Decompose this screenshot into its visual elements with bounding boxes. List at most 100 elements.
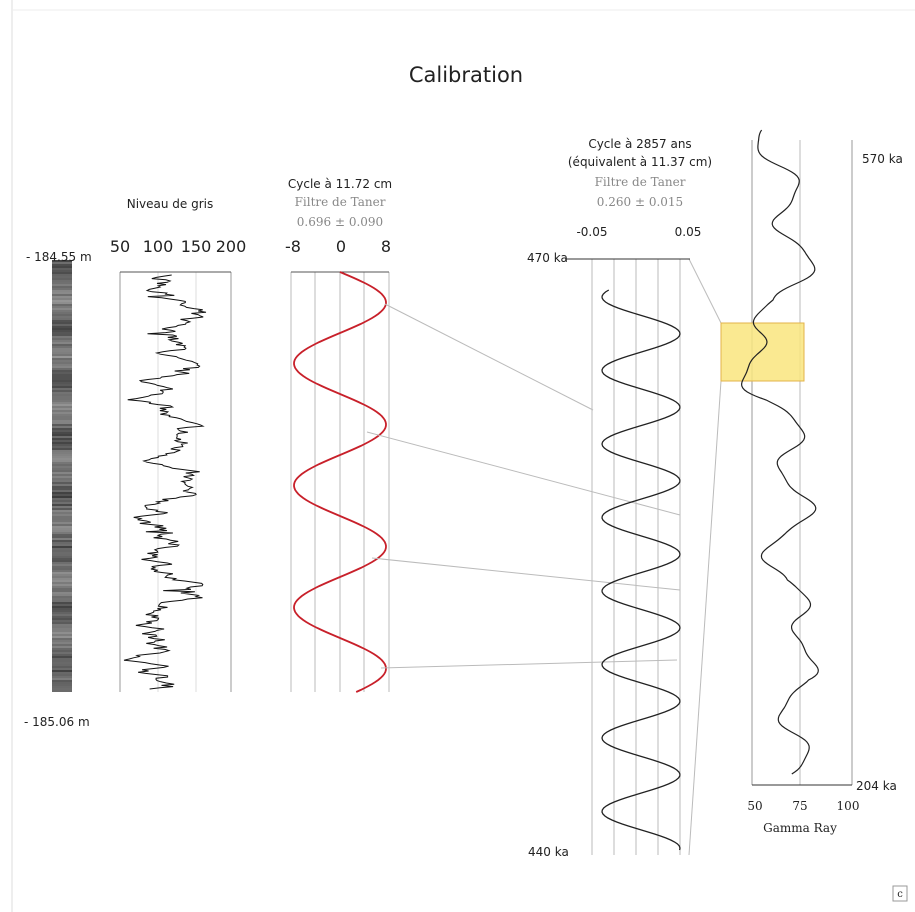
core-stripe bbox=[52, 414, 72, 416]
core-stripe bbox=[52, 536, 72, 538]
core-stripe bbox=[52, 456, 72, 458]
core-stripe bbox=[52, 358, 72, 360]
core-stripe bbox=[52, 340, 72, 342]
highlight bbox=[720, 322, 805, 382]
core-stripe bbox=[52, 598, 72, 600]
core-stripe bbox=[52, 310, 72, 312]
core-stripe bbox=[52, 280, 72, 282]
core-stripe bbox=[52, 398, 72, 400]
core-stripe bbox=[52, 384, 72, 386]
core-stripe bbox=[52, 660, 72, 662]
core-stripe bbox=[52, 476, 72, 478]
value: 0.260 ± 0.015 bbox=[597, 195, 683, 209]
core-stripe bbox=[52, 318, 72, 320]
core-stripe bbox=[52, 622, 72, 624]
curve bbox=[740, 129, 819, 775]
core-stripe bbox=[52, 528, 72, 530]
core-stripe bbox=[52, 294, 72, 296]
core-stripe bbox=[52, 440, 72, 442]
core-stripe bbox=[52, 298, 72, 300]
core-stripe bbox=[52, 504, 72, 506]
core-stripe bbox=[52, 272, 72, 274]
core-stripe bbox=[52, 630, 72, 632]
value: 0.696 ± 0.090 bbox=[297, 215, 383, 229]
core-stripe bbox=[52, 600, 72, 602]
core-stripe bbox=[52, 266, 72, 268]
core-stripe bbox=[52, 464, 72, 466]
core-stripe bbox=[52, 426, 72, 428]
core-stripe bbox=[52, 628, 72, 630]
core-stripe bbox=[52, 348, 72, 350]
filter: Filtre de Taner bbox=[595, 175, 686, 189]
tick-label: 150 bbox=[181, 237, 212, 256]
core-stripe bbox=[52, 336, 72, 338]
age-top: 570 ka bbox=[862, 152, 903, 166]
core-stripe bbox=[52, 442, 72, 444]
core-stripe bbox=[52, 368, 72, 370]
core-stripe bbox=[52, 606, 72, 608]
core-stripe bbox=[52, 676, 72, 678]
core-stripe bbox=[52, 484, 72, 486]
core-stripe bbox=[52, 552, 72, 554]
tick-label: 50 bbox=[110, 237, 130, 256]
core-stripe bbox=[52, 634, 72, 636]
core-stripe bbox=[52, 558, 72, 560]
core-stripe bbox=[52, 362, 72, 364]
core-stripe bbox=[52, 498, 72, 500]
core-stripe bbox=[52, 640, 72, 642]
core-stripe bbox=[52, 364, 72, 366]
core-stripe bbox=[52, 652, 72, 654]
core-stripe bbox=[52, 538, 72, 540]
core-stripe bbox=[52, 670, 72, 672]
core-stripe bbox=[52, 506, 72, 508]
core-stripe bbox=[52, 422, 72, 424]
core-stripe bbox=[52, 556, 72, 558]
core-stripe bbox=[52, 596, 72, 598]
core-stripe bbox=[52, 572, 72, 574]
curve bbox=[123, 274, 207, 690]
core-stripe bbox=[52, 574, 72, 576]
core-stripe bbox=[52, 268, 72, 270]
core-stripe bbox=[52, 642, 72, 644]
core-stripe bbox=[52, 618, 72, 620]
core-stripe bbox=[52, 566, 72, 568]
core-stripe bbox=[52, 324, 72, 326]
core-stripe bbox=[52, 430, 72, 432]
core-stripe bbox=[52, 550, 72, 552]
core-stripe bbox=[52, 450, 72, 452]
core-stripe bbox=[52, 406, 72, 408]
tick-label: -8 bbox=[285, 237, 301, 256]
core-stripe bbox=[52, 502, 72, 504]
core-top: - 184.55 m bbox=[26, 250, 92, 264]
core-stripe bbox=[52, 588, 72, 590]
core-stripe bbox=[52, 508, 72, 510]
core-stripe bbox=[52, 432, 72, 434]
core-stripe bbox=[52, 466, 72, 468]
core-stripe bbox=[52, 582, 72, 584]
core-stripe bbox=[52, 274, 72, 276]
core-stripe bbox=[52, 296, 72, 298]
tick-label: 100 bbox=[143, 237, 174, 256]
core-stripe bbox=[52, 444, 72, 446]
core-stripe bbox=[52, 334, 72, 336]
core-stripe bbox=[52, 270, 72, 272]
core-stripe bbox=[52, 382, 72, 384]
core-stripe bbox=[52, 514, 72, 516]
core-stripe bbox=[52, 472, 72, 474]
core-stripe bbox=[52, 522, 72, 524]
core-stripe bbox=[52, 404, 72, 406]
core-stripe bbox=[52, 678, 72, 680]
core-stripe bbox=[52, 604, 72, 606]
core-stripe bbox=[52, 672, 72, 674]
core-stripe bbox=[52, 492, 72, 494]
core-stripe bbox=[52, 680, 72, 682]
core-stripe bbox=[52, 654, 72, 656]
core-stripe bbox=[52, 586, 72, 588]
core-stripe bbox=[52, 438, 72, 440]
core-stripe bbox=[52, 388, 72, 390]
panel-title: Niveau de gris bbox=[127, 197, 214, 211]
tick-label: 8 bbox=[381, 237, 391, 256]
title: Calibration bbox=[409, 63, 523, 87]
age-bottom: 204 ka bbox=[856, 779, 897, 793]
